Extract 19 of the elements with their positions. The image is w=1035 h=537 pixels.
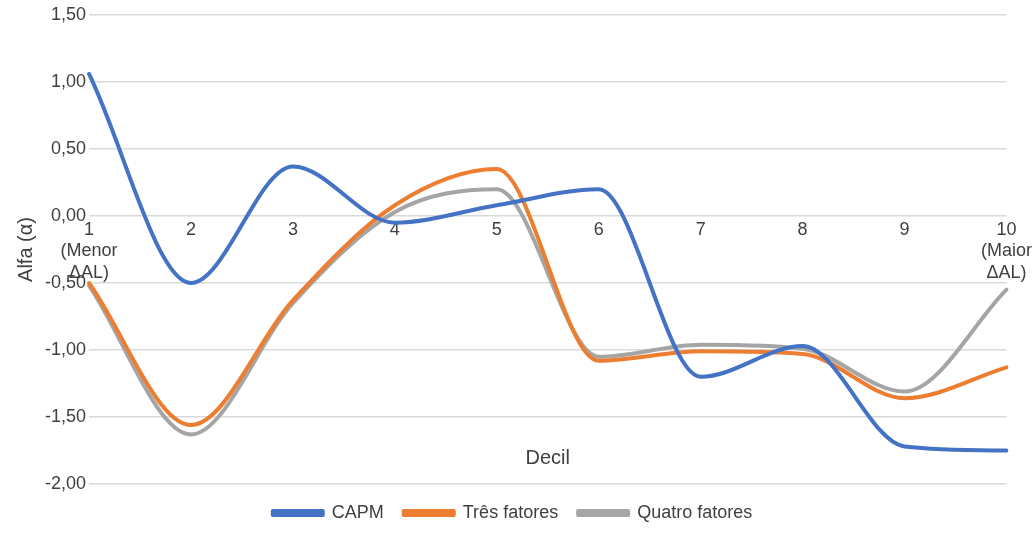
x-tick-label: 7 [695, 218, 706, 239]
y-tick-label: 1,50 [50, 3, 87, 24]
y-tick-label: -1,00 [45, 338, 87, 359]
y-tick-label: 1,00 [50, 70, 87, 91]
legend-label: Três fatores [462, 501, 559, 522]
x-tick-label: 10 (Maior ΔAL) [980, 218, 1033, 282]
y-tick-label: -1,50 [45, 405, 87, 426]
x-axis-title: Decil [525, 446, 570, 469]
legend-label: CAPM [331, 501, 384, 522]
y-axis-title: Alfa (α) [13, 217, 36, 282]
legend-label: Quatro fatores [637, 501, 753, 522]
x-tick-label: 6 [593, 218, 604, 239]
y-tick-label: -2,00 [45, 472, 87, 493]
y-tick-label: 0,50 [50, 137, 87, 158]
x-tick-label: 9 [899, 218, 910, 239]
x-tick-label: 3 [287, 218, 298, 239]
x-tick-label: 8 [797, 218, 808, 239]
x-tick-label: 2 [185, 218, 196, 239]
x-tick-label: 5 [491, 218, 502, 239]
